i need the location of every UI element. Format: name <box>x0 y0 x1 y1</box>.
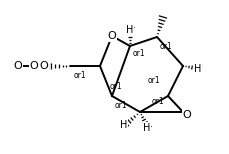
Text: O: O <box>39 61 48 71</box>
Text: or1: or1 <box>109 81 122 91</box>
Text: or1: or1 <box>74 71 86 79</box>
Text: O: O <box>107 31 116 41</box>
Text: H: H <box>194 64 201 74</box>
Text: or1: or1 <box>151 97 164 107</box>
Text: H: H <box>126 25 133 35</box>
Text: or1: or1 <box>114 101 127 111</box>
Text: H: H <box>120 120 127 130</box>
Text: O: O <box>14 61 22 71</box>
Text: H: H <box>143 123 150 133</box>
Text: or1: or1 <box>159 41 172 51</box>
Text: O: O <box>182 110 191 120</box>
Text: or1: or1 <box>132 49 145 57</box>
Text: or1: or1 <box>147 75 160 85</box>
Text: O: O <box>29 61 38 71</box>
